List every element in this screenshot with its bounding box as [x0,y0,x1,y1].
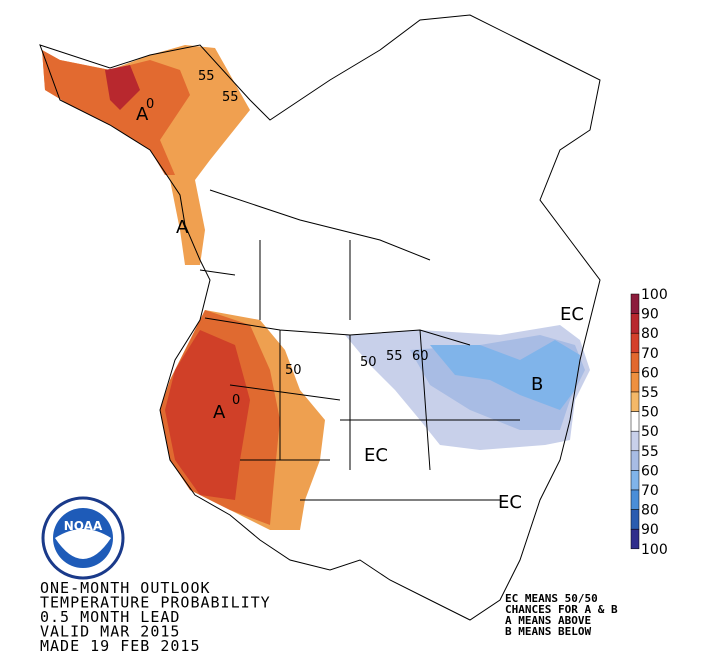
legend-label: 90 [641,522,659,538]
contour-label: 60 [412,349,429,364]
legend-swatch [630,509,640,530]
legend-label: 70 [641,483,659,499]
title-line: MADE 19 FEB 2015 [40,637,201,655]
legend-swatch [630,391,640,412]
map-label: B [531,374,543,395]
legend-label: 50 [641,405,659,421]
legend-swatch [630,450,640,471]
map-label: EC [364,445,388,466]
note-line: B MEANS BELOW [505,625,591,638]
title-line: VALID MAR 2015 [40,623,180,641]
east-below-core [430,340,580,410]
legend-label: 50 [641,424,659,440]
legend-swatch [630,411,640,432]
map-label: EC [560,304,584,325]
contour-label: 50 [285,363,302,378]
logo-text: NOAA [64,519,103,533]
map-label: A [213,402,226,423]
legend-label: 90 [641,307,659,323]
contour-label: 0 [146,97,154,112]
noaa-logo: NOAA [41,496,125,580]
map-label: A [136,104,149,125]
legend-label: 60 [641,463,659,479]
alaska-above-region-inner [42,50,190,175]
legend-label: 55 [641,385,659,401]
legend-swatch [630,430,640,452]
map-label: EC [498,492,522,513]
legend-label: 55 [641,444,659,460]
west-above-core [165,330,250,500]
legend-swatch [630,332,640,354]
legend-label: 100 [641,542,668,558]
legend-swatch [630,528,640,550]
legend-swatch [630,372,640,393]
legend-label: 80 [641,326,659,342]
contour-label: 50 [360,355,377,370]
alaska-above-core [105,65,140,110]
legend-label: 80 [641,503,659,519]
legend-swatch [630,313,640,334]
note-line: A MEANS ABOVE [505,614,591,627]
contour-label: 55 [198,69,215,84]
legend-swatch [630,293,640,314]
legend-swatch [630,470,640,491]
title-line: 0.5 MONTH LEAD [40,608,180,626]
contour-label: 55 [222,90,239,105]
contour-label: 0 [232,393,240,408]
legend-swatch [630,489,640,510]
map-label: A [176,217,189,238]
boundaries [199,189,520,501]
note-line: CHANCES FOR A & B [505,603,618,616]
title-line: ONE-MONTH OUTLOOK [40,579,211,597]
legend-swatch [630,352,640,373]
legend-label: 70 [641,346,659,362]
legend-label: 100 [641,287,668,303]
legend-label: 60 [641,365,659,381]
title-line: TEMPERATURE PROBABILITY [40,594,271,612]
contour-label: 55 [386,349,403,364]
note-line: EC MEANS 50/50 [505,592,598,605]
coastline [39,14,601,621]
